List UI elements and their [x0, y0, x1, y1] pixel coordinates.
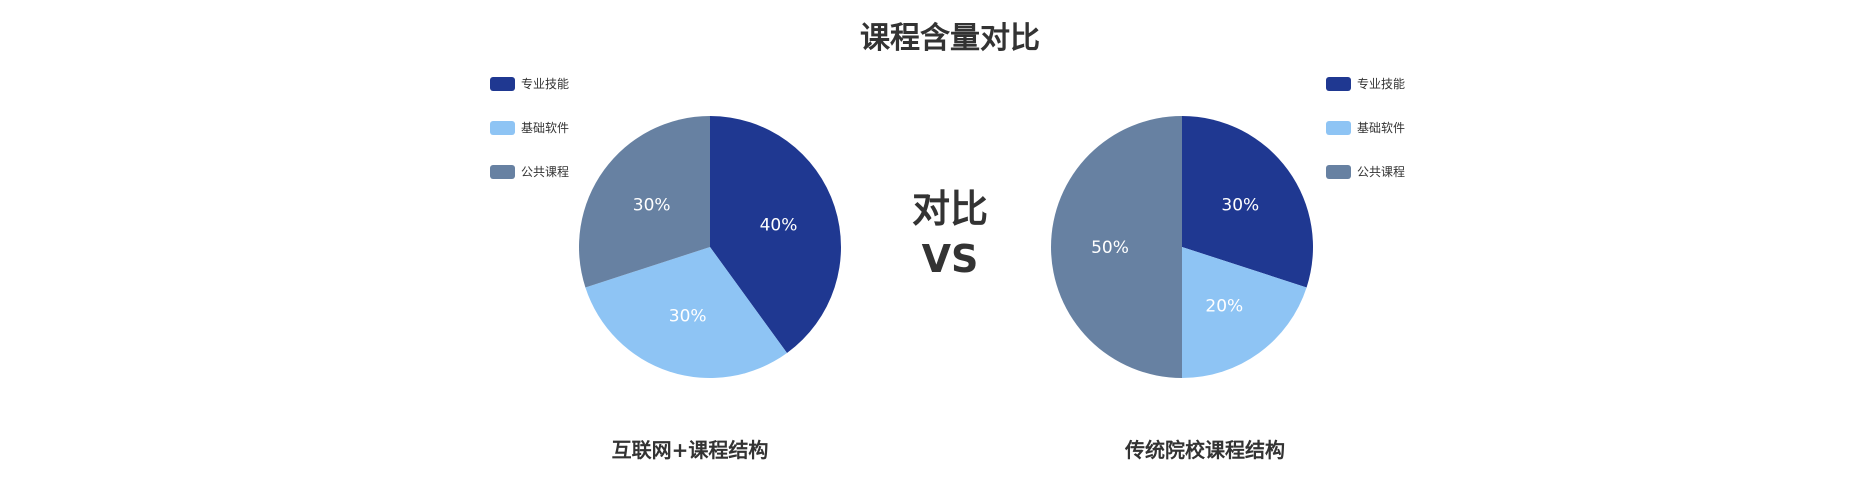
slice-label-traditional-0: 30% [1221, 196, 1259, 216]
vs-label: 对比 VS [912, 187, 988, 281]
legend-swatch-internet-0[interactable] [490, 77, 515, 91]
pie-slice-traditional-1[interactable] [1182, 247, 1307, 378]
pie-slice-internet-2[interactable] [578, 116, 710, 288]
slice-label-internet-0: 40% [760, 216, 798, 236]
pie-chart-internet: 40% 30% 30% [578, 116, 841, 378]
slice-label-internet-2: 30% [633, 196, 671, 216]
legend-label-internet-1[interactable]: 基础软件 [521, 121, 569, 135]
pie-slice-traditional-0[interactable] [1182, 116, 1314, 288]
slice-label-internet-1: 30% [669, 307, 707, 327]
legend-swatch-internet-2[interactable] [490, 165, 515, 179]
pie-slice-traditional-2[interactable] [1051, 116, 1182, 378]
pie-chart-traditional: 30% 20% 50% [1051, 116, 1314, 378]
legend-label-traditional-1[interactable]: 基础软件 [1357, 121, 1405, 135]
legend-swatch-traditional-1[interactable] [1326, 121, 1351, 135]
legend-label-traditional-0[interactable]: 专业技能 [1357, 76, 1405, 91]
pie-slice-internet-1[interactable] [585, 247, 787, 378]
slice-label-traditional-2: 50% [1091, 238, 1129, 258]
slice-label-traditional-1: 20% [1205, 296, 1243, 316]
vs-line-2: VS [922, 237, 979, 281]
legend-swatch-internet-1[interactable] [490, 121, 515, 135]
legend-label-internet-2[interactable]: 公共课程 [521, 164, 569, 179]
caption-internet: 互联网+课程结构 [612, 438, 769, 462]
legend-swatch-traditional-2[interactable] [1326, 165, 1351, 179]
chart-title: 课程含量对比 [860, 21, 1040, 56]
caption-traditional: 传统院校课程结构 [1124, 438, 1285, 462]
legend-label-internet-0[interactable]: 专业技能 [521, 76, 569, 91]
pie-slice-internet-0[interactable] [710, 116, 841, 353]
legend-swatch-traditional-0[interactable] [1326, 77, 1351, 91]
legend-label-traditional-2[interactable]: 公共课程 [1357, 164, 1405, 179]
vs-line-1: 对比 [912, 187, 988, 231]
